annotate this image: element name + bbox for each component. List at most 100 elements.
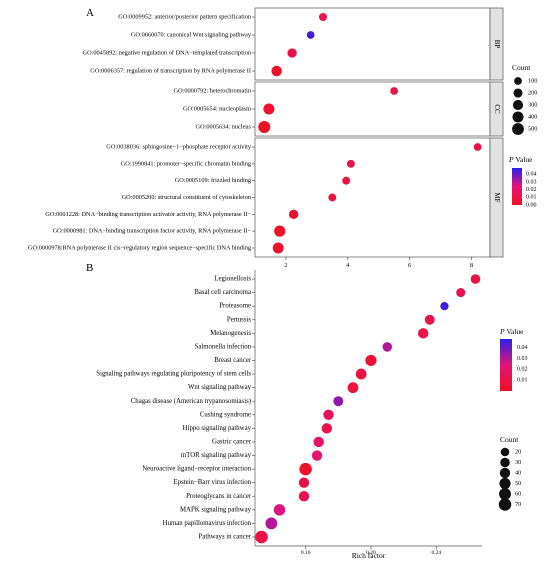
legend-p-title-italic: P — [508, 155, 514, 164]
legend-count-label: 400 — [528, 113, 537, 120]
data-point — [287, 48, 297, 58]
term-label: Proteoglycans in cancer — [186, 493, 252, 500]
legend-count-dot — [498, 498, 512, 511]
legend-p-tick-label: 0.03 — [526, 179, 537, 185]
legend-count-dot — [499, 477, 511, 490]
legend-count-title: Count — [500, 435, 519, 444]
data-point — [298, 491, 310, 502]
data-point — [382, 342, 393, 352]
data-point — [311, 450, 323, 461]
data-point — [272, 242, 284, 254]
term-label: Gastric cancer — [212, 439, 252, 446]
term-label: Signaling pathways regulating pluripoten… — [96, 371, 251, 378]
data-point — [333, 396, 344, 407]
legend-count-dot — [500, 447, 510, 457]
x-tick-label: 0.16 — [301, 550, 311, 556]
data-point — [299, 462, 312, 476]
data-point — [258, 121, 271, 133]
legend-p-title: P Value — [508, 155, 533, 164]
legend-p-tick-label: 0.01 — [526, 195, 537, 201]
facet-strip-bp — [489, 7, 504, 81]
term-label: GO:0005654: nucleoplasm — [183, 105, 251, 112]
legend-count-dot — [499, 467, 511, 479]
term-label: mTOR signaling pathway — [181, 452, 252, 459]
legend-p-title: P Value — [499, 327, 524, 336]
term-label: Legionellosis — [214, 276, 251, 283]
term-label: Neuroactive ligand−receptor interaction — [142, 466, 251, 473]
x-tick-label: 0.20 — [366, 550, 376, 556]
data-point — [263, 103, 275, 115]
legend-count-label: 200 — [528, 89, 537, 96]
legend-count-label: 100 — [528, 77, 537, 84]
legend-p-tick-label: 0.02 — [517, 367, 528, 373]
data-point — [288, 209, 299, 220]
term-label: Cushing syndrome — [200, 411, 251, 418]
data-point — [306, 31, 315, 39]
legend-p-tick-label: 0.01 — [517, 378, 528, 384]
facet-label-cc: CC — [493, 104, 501, 114]
legend-p-tick-label: 0.04 — [517, 345, 528, 351]
data-point — [323, 409, 334, 420]
x-tick-label: 6 — [408, 262, 412, 269]
legend-p-tick-label: 0.03 — [517, 356, 528, 362]
facet-label-bp: BP — [493, 40, 501, 49]
term-label: Chagas disease (American trypanosomiasis… — [131, 398, 251, 405]
term-label: Melanogenesis — [210, 330, 251, 337]
legend-count-label: 60 — [515, 490, 521, 497]
panel-label-a: A — [86, 7, 94, 19]
legend-count-label: 20 — [515, 448, 521, 455]
term-label: GO:0000981: DNA−binding transcription fa… — [53, 228, 252, 235]
term-label: Proteasome — [219, 303, 251, 310]
legend-p-colorbar — [500, 339, 512, 391]
legend-count-label: 500 — [528, 125, 537, 132]
term-label: Hippo signaling pathway — [183, 425, 252, 432]
legend-p-tick-label: 0.00 — [526, 202, 537, 208]
term-label: MAPK signaling pathway — [180, 506, 252, 513]
legend-count-label: 40 — [515, 469, 521, 476]
term-label: Breast cancer — [214, 357, 252, 364]
x-tick-label: 2 — [284, 262, 287, 269]
term-label: GO:0005634: nucleus — [196, 123, 252, 130]
data-point — [355, 368, 367, 380]
legend-count-label: 50 — [515, 480, 521, 487]
data-point — [346, 159, 355, 168]
legend-p-colorbar — [512, 168, 522, 205]
legend-count-label: 70 — [515, 501, 521, 508]
data-point — [418, 328, 429, 339]
facet-strip-cc — [489, 81, 504, 137]
term-label: GO:0045892: negative regulation of DNA−t… — [83, 49, 252, 56]
legend-count-title: Count — [512, 63, 531, 72]
data-point — [321, 423, 333, 434]
data-point — [473, 143, 482, 151]
term-label: GO:0001228: DNA−binding transcription ac… — [45, 211, 251, 218]
data-point — [347, 382, 359, 394]
facet-panel-mf — [254, 137, 491, 258]
term-label: Pertussis — [227, 316, 252, 323]
data-point — [255, 530, 268, 544]
legend-count-label: 300 — [528, 101, 537, 108]
legend-count-dot — [513, 88, 523, 98]
facet-panel-cc — [254, 81, 491, 137]
legend-p-tick-label: 0.04 — [526, 172, 537, 178]
data-point — [470, 274, 481, 284]
legend-count-dot — [500, 457, 510, 468]
legend-p-title-rest: Value — [514, 155, 533, 164]
facet-label-mf: MF — [493, 192, 501, 202]
data-point — [440, 302, 449, 311]
term-label: GO:0038036: sphingosine−1−phosphate rece… — [106, 143, 252, 150]
legend-p-tick-label: 0.02 — [526, 187, 537, 193]
term-label: Human papillomavirus infection — [163, 520, 252, 527]
data-point — [273, 504, 286, 516]
data-point — [328, 193, 337, 202]
facet-strip-mf — [489, 137, 504, 258]
legend-count-dot — [499, 488, 511, 500]
term-label: GO:0005109: frizzled binding — [175, 177, 252, 184]
x-axis-title-b: Rich factor — [352, 551, 386, 560]
data-point — [298, 477, 310, 488]
legend-count-label: 30 — [515, 459, 521, 466]
x-tick-label: 0.24 — [431, 550, 441, 556]
facet-panel-bp — [254, 7, 491, 81]
term-label: GO:1990841: promoter−specific chromatin … — [121, 160, 252, 167]
data-point — [319, 12, 328, 22]
